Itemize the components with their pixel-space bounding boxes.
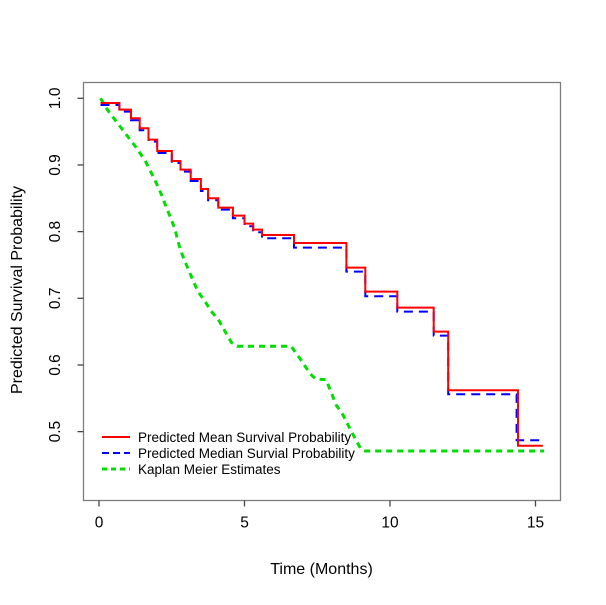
median-survival-line-sample-icon	[102, 452, 130, 454]
legend-label: Predicted Median Survial Probability	[138, 445, 355, 461]
kaplan-meier-line-sample-icon	[102, 467, 130, 471]
y-tick-label: 0.7	[47, 288, 64, 310]
legend-label: Kaplan Meier Estimates	[138, 461, 281, 477]
y-tick-label: 0.9	[47, 154, 64, 176]
y-tick-label: 0.5	[47, 421, 64, 443]
x-axis-title: Time (Months)	[270, 561, 373, 578]
x-tick-label: 15	[527, 515, 544, 532]
mean-survival-line-sample-icon	[102, 436, 130, 438]
legend-item-mean-survival: Predicted Mean Survival Probability	[101, 429, 355, 445]
y-tick-label: 0.8	[47, 221, 64, 243]
legend-label: Predicted Mean Survival Probability	[138, 429, 352, 445]
x-tick-label: 5	[240, 515, 249, 532]
mean-survival-line	[100, 102, 543, 447]
y-tick-label: 1.0	[47, 87, 64, 109]
x-tick-label: 10	[381, 515, 399, 532]
y-tick-label: 0.6	[47, 354, 64, 376]
y-axis-title: Predicted Survival Probability	[9, 185, 26, 395]
legend-item-median-survival: Predicted Median Survial Probability	[101, 445, 355, 461]
x-tick-label: 0	[95, 515, 104, 532]
legend: Predicted Mean Survival Probability Pred…	[101, 429, 355, 477]
series-group	[99, 97, 545, 453]
plot-box	[82, 81, 562, 502]
legend-item-kaplan-meier: Kaplan Meier Estimates	[101, 461, 355, 477]
